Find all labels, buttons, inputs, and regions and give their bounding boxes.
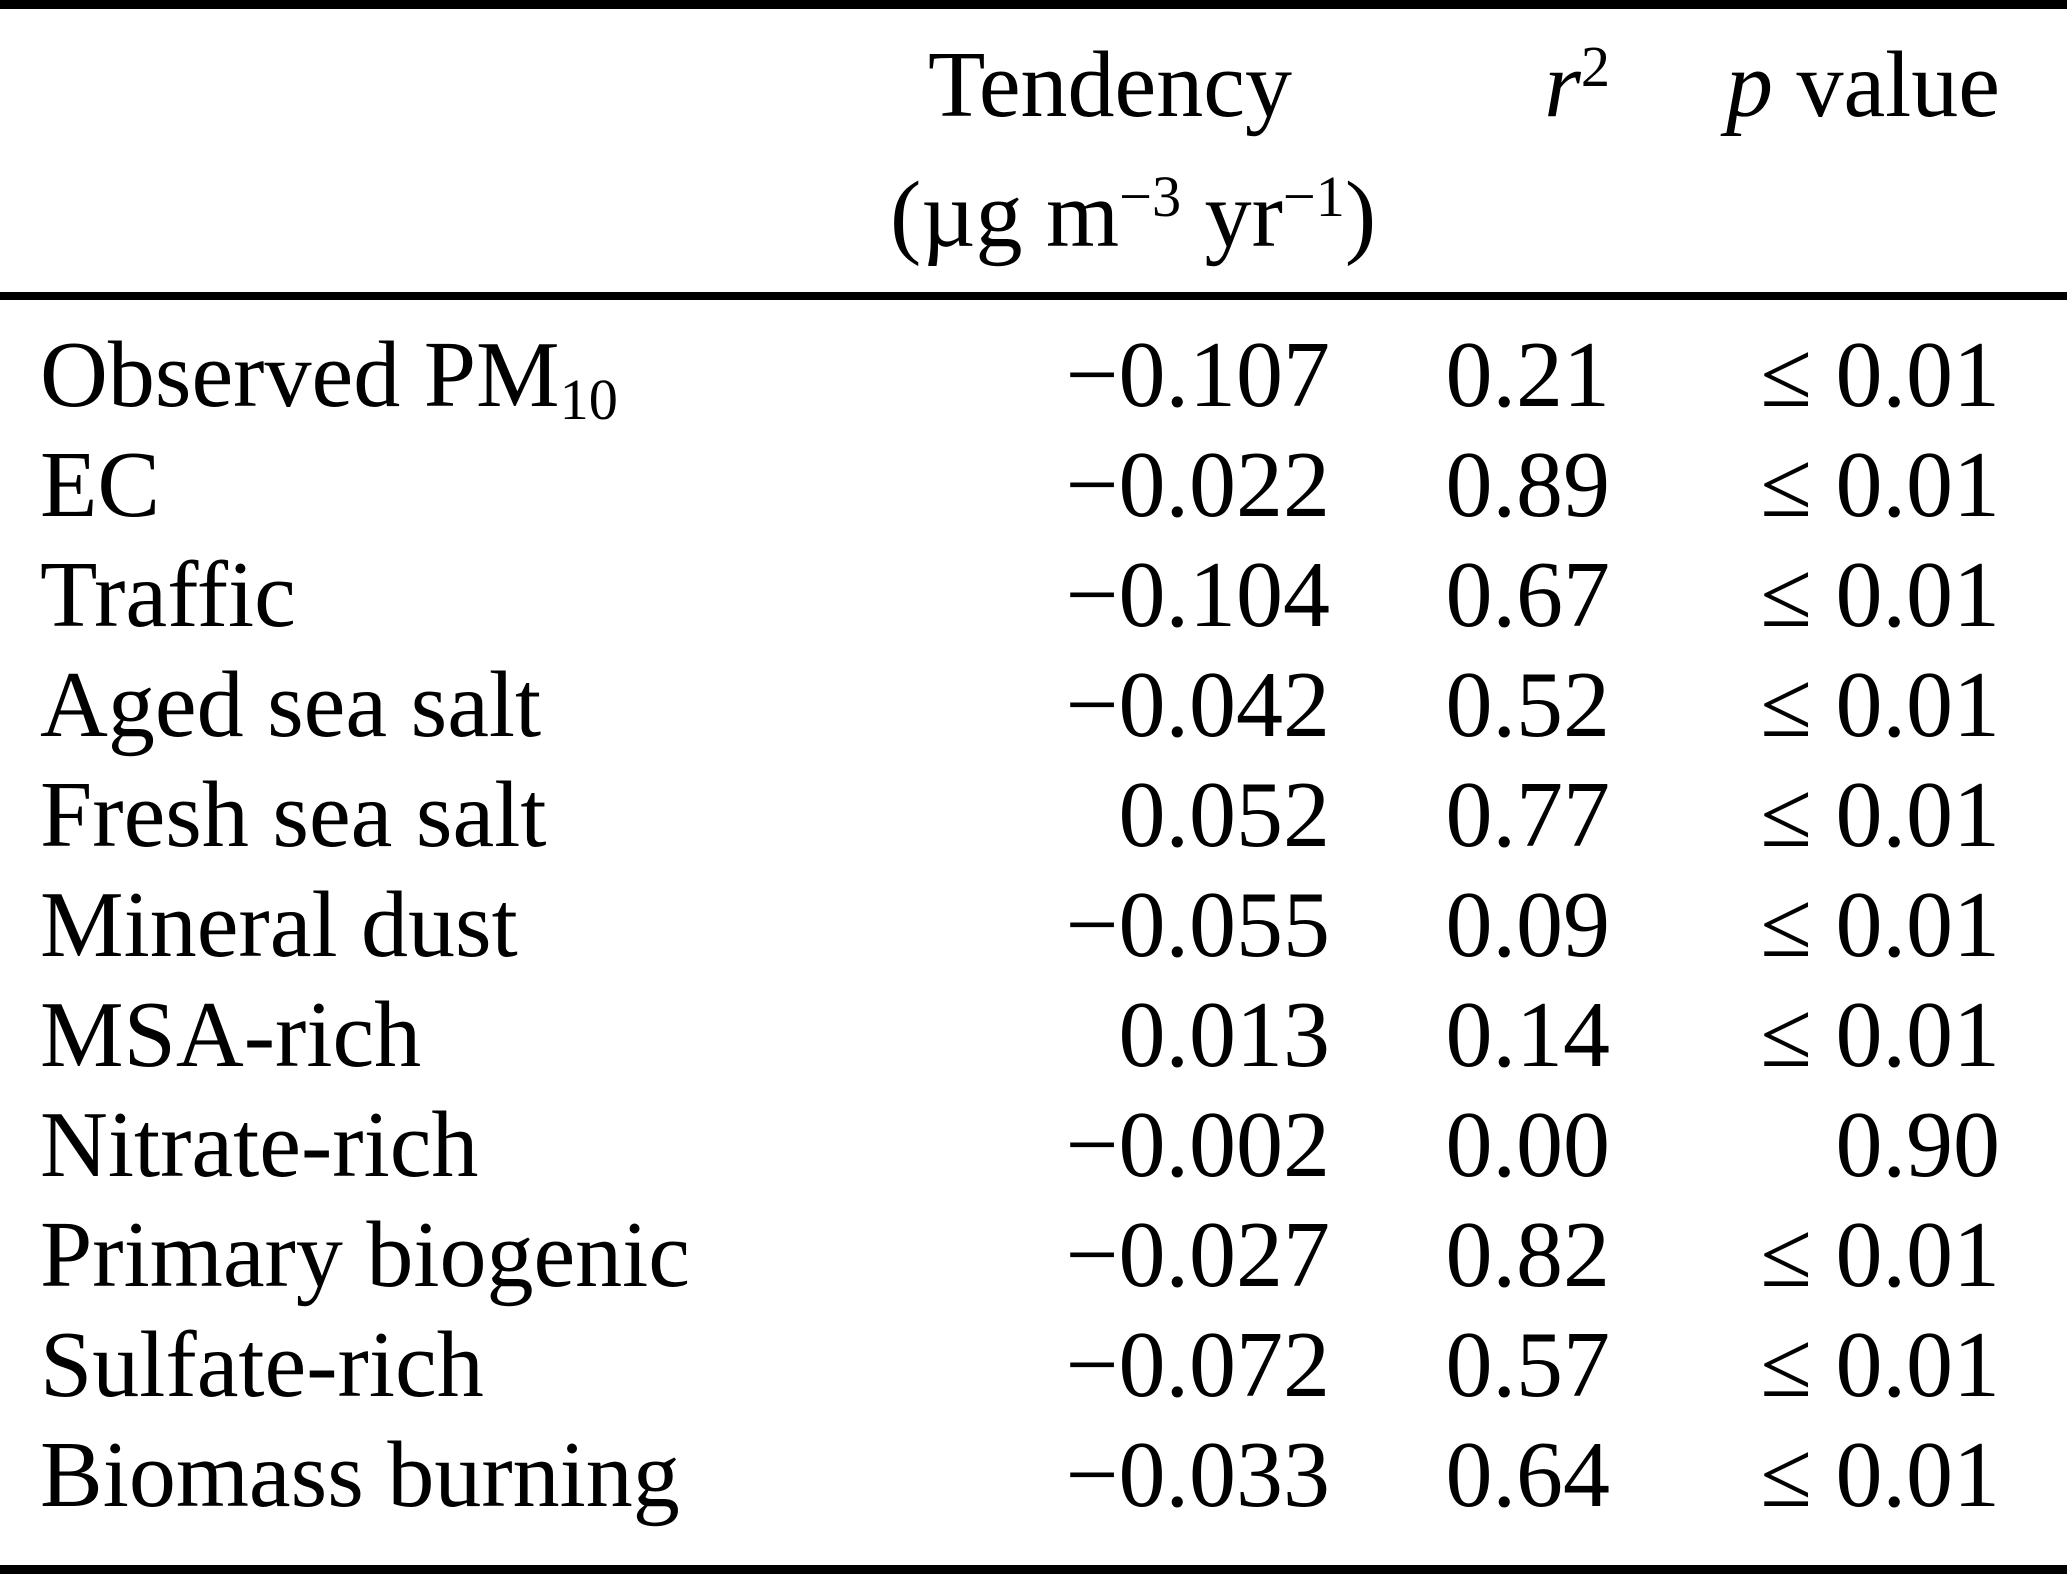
row-label: Primary biogenic: [40, 1203, 691, 1307]
row-label: Biomass burning: [40, 1423, 680, 1527]
row-label: Sulfate-rich: [40, 1313, 484, 1417]
r-squared-value: 0.21: [1445, 323, 1611, 427]
r-squared-value: 0.77: [1445, 763, 1611, 867]
r-squared-value: 0.67: [1445, 543, 1611, 647]
tendency-value: −0.104: [1065, 543, 1330, 647]
r-squared-value: 0.52: [1445, 653, 1611, 757]
r-squared-value: 0.82: [1445, 1203, 1611, 1307]
row-label: Traffic: [40, 543, 296, 647]
p-value: 0.90: [1835, 1093, 2001, 1197]
p-value: ≤ 0.01: [1760, 983, 2000, 1087]
tendency-value: −0.002: [1065, 1093, 1330, 1197]
table-header-row: Tendency (µg m−3 yr−1) r2 p value: [0, 9, 2067, 280]
tendency-value: −0.055: [1065, 873, 1330, 977]
header-cell-empty: [40, 20, 890, 280]
tendency-value: −0.033: [1065, 1423, 1330, 1527]
tendency-column-title: Tendency: [927, 33, 1293, 137]
table-body: Observed PM10 −0.107 0.21 ≤ 0.01 EC −0.0…: [0, 300, 2067, 1530]
r-squared-value: 0.09: [1445, 873, 1611, 977]
tendency-value: −0.022: [1065, 433, 1330, 537]
table-top-rule: [0, 0, 2067, 9]
p-value: ≤ 0.01: [1760, 1313, 2000, 1417]
p-value: ≤ 0.01: [1760, 873, 2000, 977]
tendency-value: −0.042: [1065, 653, 1330, 757]
row-label: Nitrate-rich: [40, 1093, 479, 1197]
p-value: ≤ 0.01: [1760, 433, 2000, 537]
p-value: ≤ 0.01: [1760, 543, 2000, 647]
p-value: ≤ 0.01: [1760, 653, 2000, 757]
row-label: EC: [40, 433, 161, 537]
header-cell-r-squared: r2: [1544, 33, 1610, 137]
row-label: Observed PM10: [40, 323, 618, 432]
r-squared-value: 0.89: [1445, 433, 1611, 537]
row-label: MSA-rich: [40, 983, 422, 1087]
tendency-value: −0.027: [1065, 1203, 1330, 1307]
header-cell-tendency: Tendency (µg m−3 yr−1): [890, 20, 1377, 280]
table-header-separator-rule: [0, 292, 2067, 300]
r-squared-value: 0.57: [1445, 1313, 1611, 1417]
tendency-value: 0.013: [1118, 983, 1331, 1087]
row-label: Mineral dust: [40, 873, 518, 977]
tendency-value: −0.107: [1065, 323, 1330, 427]
row-label: Aged sea salt: [40, 653, 542, 757]
tendency-value: 0.052: [1118, 763, 1331, 867]
r-squared-value: 0.00: [1445, 1093, 1611, 1197]
p-value: ≤ 0.01: [1760, 323, 2000, 427]
header-cell-p-value: p value: [1725, 33, 2000, 137]
table-bottom-rule: [0, 1565, 2067, 1574]
p-value: ≤ 0.01: [1760, 763, 2000, 867]
r-squared-value: 0.14: [1445, 983, 1611, 1087]
tendency-value: −0.072: [1065, 1313, 1330, 1417]
p-value: ≤ 0.01: [1760, 1203, 2000, 1307]
r-squared-value: 0.64: [1445, 1423, 1611, 1527]
p-value: ≤ 0.01: [1760, 1423, 2000, 1527]
tendency-column-unit: (µg m−3 yr−1): [890, 163, 1377, 267]
row-label: Fresh sea salt: [40, 763, 547, 867]
